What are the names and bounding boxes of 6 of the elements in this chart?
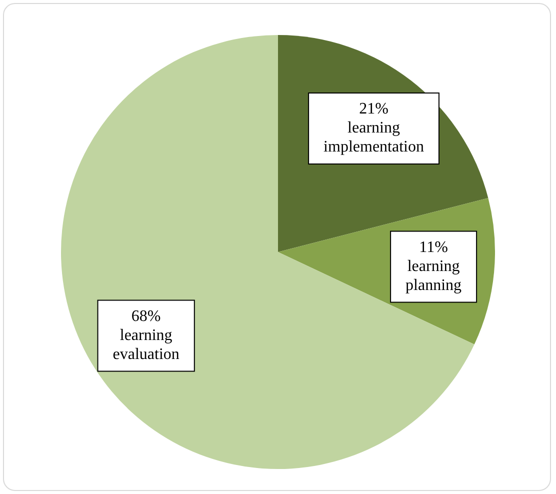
slice-label: learning planning [406,258,462,294]
data-label: 11% [419,238,448,256]
data-label: 68% [131,308,161,325]
slice-label: learning implementation [324,120,424,156]
slice-label: learning evaluation [112,326,180,363]
data-label: 21% [359,100,388,118]
